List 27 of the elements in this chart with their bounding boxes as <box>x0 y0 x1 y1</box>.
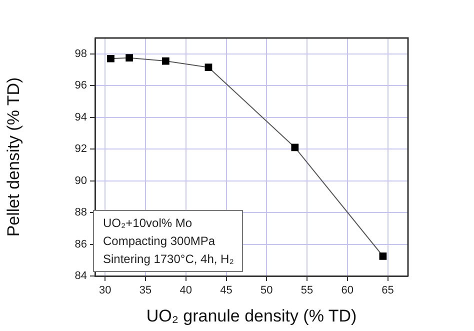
x-tick-label: 55 <box>300 284 314 297</box>
annotation: Sintering 1730°C, 4h, H₂ <box>103 251 234 268</box>
y-tick-label: 86 <box>74 238 87 250</box>
y-tick-label: 90 <box>74 174 87 187</box>
point <box>204 64 212 72</box>
y-tick-label: 84 <box>74 270 87 282</box>
point <box>126 54 134 62</box>
x-tick-label: 50 <box>260 284 273 297</box>
y-tick-label: 98 <box>74 48 87 60</box>
y-axis-title: Pellet density (% TD) <box>4 77 23 237</box>
y-tick-label: 88 <box>74 206 87 219</box>
point <box>379 252 387 260</box>
x-tick-label: 35 <box>139 284 152 297</box>
x-tick-label: 45 <box>220 284 232 297</box>
x-tick-label: 65 <box>382 284 394 297</box>
x-tick-label: 40 <box>180 284 192 297</box>
x-tick-label: 60 <box>341 284 354 297</box>
point <box>291 144 299 152</box>
x-tick-label: 30 <box>98 284 112 297</box>
annotation: UO₂+10vol% Mo <box>103 215 194 232</box>
y-tick-label: 96 <box>74 80 87 92</box>
point <box>162 57 170 65</box>
x-axis-title: UO₂ granule density (% TD) <box>146 306 357 326</box>
y-tick-label: 92 <box>74 143 87 156</box>
point <box>107 54 114 62</box>
y-tick-label: 94 <box>74 111 87 124</box>
annotation: Compacting 300MPa <box>103 233 216 250</box>
